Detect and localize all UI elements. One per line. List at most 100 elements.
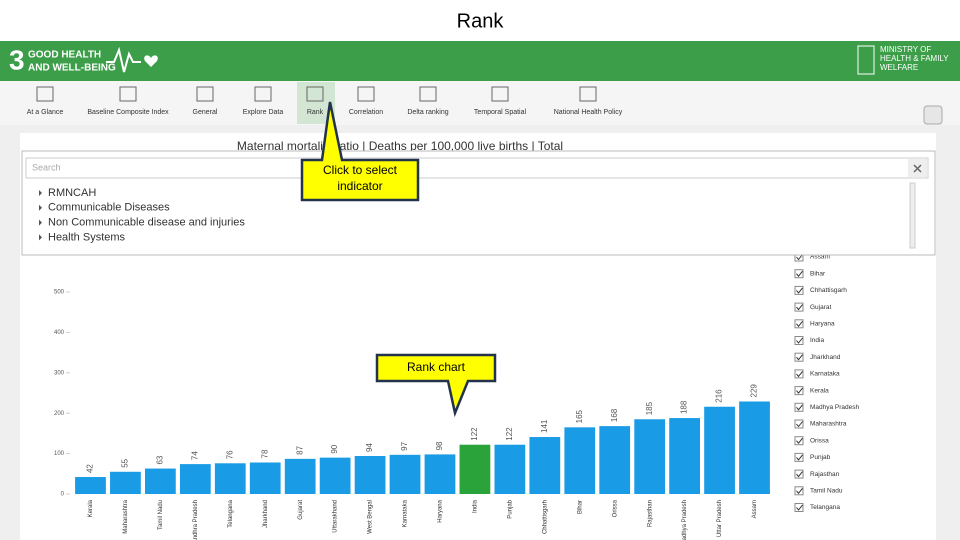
legend-label[interactable]: Telangana (810, 504, 840, 511)
value-label: 55 (121, 458, 130, 467)
chart-title: Maternal mortality ratio | Deaths per 10… (237, 139, 563, 153)
x-tick-label: Jharkhand (263, 500, 269, 528)
menu-item[interactable]: Non Communicable disease and injuries (48, 217, 245, 229)
value-label: 90 (330, 444, 339, 453)
nav-label[interactable]: Baseline Composite Index (87, 109, 169, 116)
check-mark (796, 454, 803, 461)
legend-label[interactable]: Karnataka (810, 371, 840, 378)
legend-checkbox[interactable] (794, 503, 804, 512)
menu-arrow (39, 234, 42, 241)
sdg-title: AND WELL-BEING (28, 63, 116, 74)
legend-label[interactable]: Gujarat (810, 304, 832, 311)
x-tick-label: Maharashtra (123, 499, 129, 533)
heart-icon (144, 55, 158, 67)
legend-label[interactable]: Punjab (810, 454, 831, 461)
value-label: 76 (225, 450, 234, 459)
value-label: 165 (575, 409, 584, 423)
legend-checkbox[interactable] (794, 419, 804, 429)
nav-icon (419, 86, 437, 102)
legend-label[interactable]: Madhya Pradesh (810, 404, 860, 411)
nav: At a Glance Baseline Composite Index Gener… (27, 86, 623, 116)
x-tick-label: Orissa (612, 499, 618, 517)
legend-label[interactable]: Rajasthan (810, 471, 840, 478)
check-mark (796, 371, 803, 378)
y-tick-label: 500 (54, 290, 65, 296)
legend-label[interactable]: Kerala (810, 387, 829, 394)
x-tick-label: Chhattisgarh (542, 500, 548, 534)
user-button[interactable] (923, 105, 943, 125)
y-tick-label: 400 (54, 330, 65, 336)
nav-label[interactable]: Delta ranking (407, 109, 448, 116)
bar (494, 444, 526, 494)
bar (459, 444, 491, 494)
value-label: 94 (365, 443, 374, 452)
bar (75, 477, 106, 494)
legend-label[interactable]: Tamil Nadu (810, 488, 843, 495)
x-tick-label: Rajasthan (647, 500, 653, 527)
bar (599, 426, 631, 494)
nav-label[interactable]: Correlation (349, 109, 383, 116)
nav-bar (0, 81, 960, 125)
legend-checkbox[interactable] (794, 352, 804, 362)
check-mark (796, 337, 803, 344)
check-mark (796, 320, 803, 328)
menu-item[interactable]: Health Systems (48, 231, 126, 243)
legend-label[interactable]: Assam (810, 254, 830, 261)
legend-checkbox[interactable] (794, 386, 804, 396)
menu-arrow (39, 190, 42, 196)
bar (110, 471, 141, 494)
legend-checkbox[interactable] (794, 469, 804, 479)
nav-icon (579, 86, 597, 102)
check-mark (796, 304, 803, 311)
legend-checkbox[interactable] (794, 319, 804, 329)
nav-icon (119, 86, 137, 102)
value-label: 122 (470, 427, 479, 441)
legend-checkbox[interactable] (794, 285, 804, 295)
nav-icon (306, 86, 324, 102)
search-box[interactable] (25, 157, 929, 179)
nav-label[interactable]: At a Glance (27, 109, 64, 116)
y-tick-label: 0 (61, 492, 65, 498)
legend-label[interactable]: India (810, 337, 824, 344)
value-label: 74 (190, 451, 199, 460)
legend-checkbox[interactable] (794, 269, 804, 279)
legend-checkbox[interactable] (794, 402, 804, 412)
menu-item[interactable]: RMNCAH (48, 187, 96, 199)
bar (739, 401, 770, 494)
bar (284, 458, 316, 494)
check-mark (796, 354, 803, 361)
check-mark (796, 437, 803, 445)
menu-item[interactable]: Communicable Diseases (48, 202, 170, 214)
sdg-number: 3 (9, 44, 25, 75)
legend-checkbox[interactable] (794, 336, 804, 345)
nav-label[interactable]: Explore Data (243, 109, 284, 116)
legend-checkbox[interactable] (794, 452, 804, 462)
nav-label[interactable]: National Health Policy (554, 109, 623, 116)
callout-text: Click to select (323, 163, 398, 177)
x-tick-label: West Bengal (368, 500, 374, 534)
legend-label[interactable]: Chhattisgarh (810, 287, 847, 294)
legend-label[interactable]: Orissa (810, 437, 829, 444)
legend-checkbox[interactable] (794, 369, 804, 379)
legend-checkbox[interactable] (794, 436, 804, 446)
x-tick-label: Haryana (438, 499, 444, 522)
legend-label[interactable]: Maharashtra (810, 421, 847, 428)
value-label: 87 (295, 445, 304, 454)
nav-label[interactable]: Rank (307, 109, 324, 116)
scrollbar (909, 182, 916, 249)
legend-checkbox[interactable] (794, 302, 804, 312)
legend-label[interactable]: Jharkhand (810, 354, 841, 361)
menu-arrow (39, 219, 42, 226)
legend-label[interactable]: Haryana (810, 321, 835, 328)
nav-label[interactable]: Temporal Spatial (474, 109, 527, 116)
check-mark (796, 254, 803, 261)
check-mark (796, 404, 803, 411)
legend-checkbox[interactable] (794, 486, 804, 496)
nav-icon (36, 86, 54, 102)
bar (634, 419, 666, 494)
x-tick-label: Kerala (88, 499, 94, 517)
ministry: WELFARE (880, 63, 918, 72)
legend-label[interactable]: Bihar (810, 270, 826, 277)
nav-label[interactable]: General (193, 109, 218, 116)
